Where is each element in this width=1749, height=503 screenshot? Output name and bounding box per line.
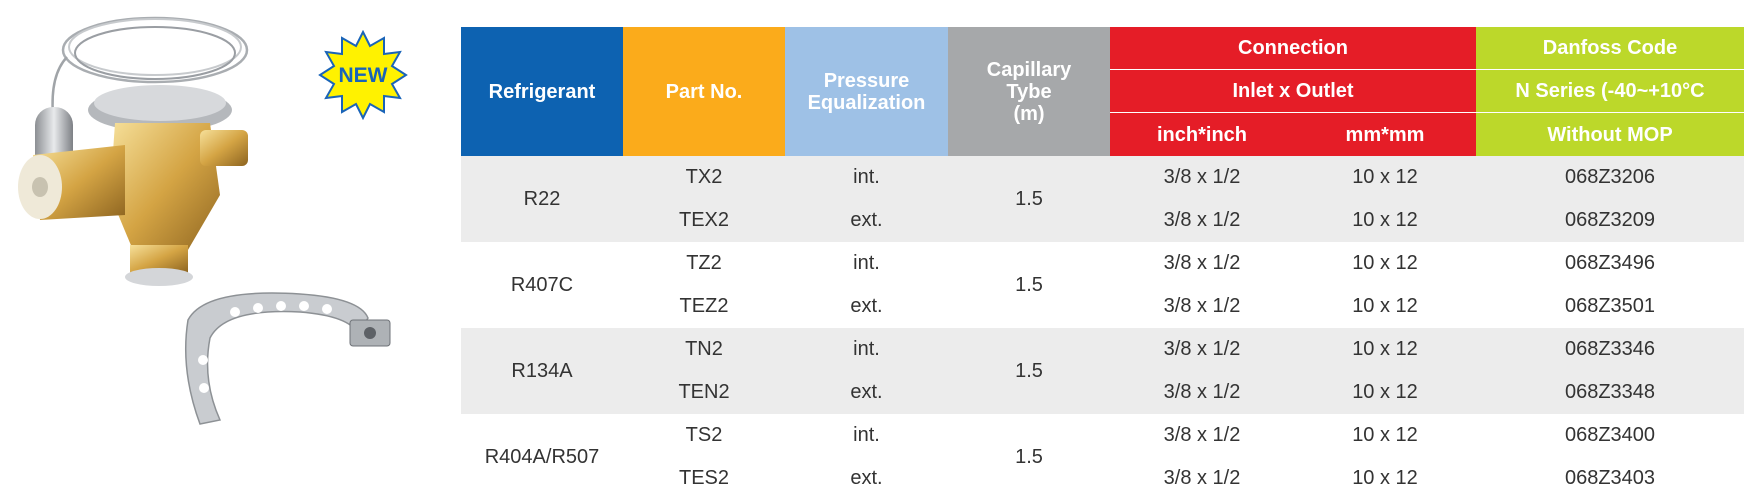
code-cell: 068Z3400 — [1476, 414, 1744, 457]
part-cell: TES2 — [623, 457, 785, 500]
header-inlet-outlet: Inlet x Outlet — [1110, 69, 1476, 113]
table-row: TES2 ext. 3/8 x 1/2 10 x 12 068Z3403 — [461, 457, 1744, 500]
part-cell: TS2 — [623, 414, 785, 457]
code-cell: 068Z3206 — [1476, 156, 1744, 199]
pressure-cell: int. — [785, 328, 948, 371]
inch-cell: 3/8 x 1/2 — [1110, 199, 1294, 242]
pressure-cell: int. — [785, 242, 948, 285]
table-row: TEX2 ext. 3/8 x 1/2 10 x 12 068Z3209 — [461, 199, 1744, 242]
pressure-cell: ext. — [785, 285, 948, 328]
pressure-cell: int. — [785, 414, 948, 457]
refrigerant-cell: R134A — [461, 328, 623, 414]
code-cell: 068Z3403 — [1476, 457, 1744, 500]
pressure-cell: ext. — [785, 371, 948, 414]
product-spec-table: Refrigerant Part No. Pressure Equalizati… — [461, 27, 1744, 500]
header-unit-mm: mm*mm — [1294, 112, 1476, 156]
starburst-icon — [318, 30, 408, 120]
table-row: TEN2 ext. 3/8 x 1/2 10 x 12 068Z3348 — [461, 371, 1744, 414]
pressure-cell: ext. — [785, 457, 948, 500]
header-n-series: N Series (-40~+10°C — [1476, 69, 1744, 113]
inch-cell: 3/8 x 1/2 — [1110, 156, 1294, 199]
table-row: R22 TX2 int. 1.5 3/8 x 1/2 10 x 12 068Z3… — [461, 156, 1744, 242]
mm-cell: 10 x 12 — [1294, 328, 1476, 371]
refrigerant-cell: R407C — [461, 242, 623, 328]
inch-cell: 3/8 x 1/2 — [1110, 414, 1294, 457]
code-cell: 068Z3348 — [1476, 371, 1744, 414]
new-badge: NEW — [318, 30, 408, 120]
header-capillary-line1: Capillary — [986, 58, 1072, 81]
pressure-cell: ext. — [785, 199, 948, 242]
inch-cell: 3/8 x 1/2 — [1110, 457, 1294, 500]
part-cell: TX2 — [623, 156, 785, 199]
part-cell: TEZ2 — [623, 285, 785, 328]
refrigerant-cell: R22 — [461, 156, 623, 242]
header-without-mop: Without MOP — [1476, 112, 1744, 156]
table-row: TEZ2 ext. 3/8 x 1/2 10 x 12 068Z3501 — [461, 285, 1744, 328]
refrigerant-cell: R404A/R507 — [461, 414, 623, 500]
capillary-cell: 1.5 — [948, 328, 1110, 414]
capillary-cell: 1.5 — [948, 414, 1110, 500]
mm-cell: 10 x 12 — [1294, 371, 1476, 414]
pressure-cell: int. — [785, 156, 948, 199]
inch-cell: 3/8 x 1/2 — [1110, 371, 1294, 414]
header-capillary-line2: Tybe — [1006, 80, 1052, 103]
mm-cell: 10 x 12 — [1294, 199, 1476, 242]
capillary-cell: 1.5 — [948, 242, 1110, 328]
header-capillary: Capillary Tybe (m) — [948, 27, 1110, 156]
part-cell: TEX2 — [623, 199, 785, 242]
part-cell: TN2 — [623, 328, 785, 371]
header-capillary-line3: (m) — [1013, 102, 1045, 125]
mm-cell: 10 x 12 — [1294, 156, 1476, 199]
header-pressure-line2: Equalization — [807, 91, 926, 114]
mm-cell: 10 x 12 — [1294, 457, 1476, 500]
code-cell: 068Z3346 — [1476, 328, 1744, 371]
header-connection: Connection — [1110, 27, 1476, 70]
mm-cell: 10 x 12 — [1294, 285, 1476, 328]
header-unit-inch: inch*inch — [1110, 112, 1294, 156]
inch-cell: 3/8 x 1/2 — [1110, 242, 1294, 285]
new-badge-text: NEW — [339, 64, 388, 87]
header-refrigerant: Refrigerant — [461, 27, 623, 156]
table-row: R134A TN2 int. 1.5 3/8 x 1/2 10 x 12 068… — [461, 328, 1744, 414]
inch-cell: 3/8 x 1/2 — [1110, 285, 1294, 328]
table-row: R407C TZ2 int. 1.5 3/8 x 1/2 10 x 12 068… — [461, 242, 1744, 328]
table-row: R404A/R507 TS2 int. 1.5 3/8 x 1/2 10 x 1… — [461, 414, 1744, 500]
part-cell: TEN2 — [623, 371, 785, 414]
header-pressure-line1: Pressure — [823, 69, 910, 92]
mm-cell: 10 x 12 — [1294, 242, 1476, 285]
bulb-clamp-image — [184, 292, 391, 425]
code-cell: 068Z3496 — [1476, 242, 1744, 285]
inch-cell: 3/8 x 1/2 — [1110, 328, 1294, 371]
code-cell: 068Z3501 — [1476, 285, 1744, 328]
expansion-valve-image — [18, 16, 249, 286]
capillary-cell: 1.5 — [948, 156, 1110, 242]
code-cell: 068Z3209 — [1476, 199, 1744, 242]
header-danfoss-code: Danfoss Code — [1476, 27, 1744, 70]
part-cell: TZ2 — [623, 242, 785, 285]
header-part-no: Part No. — [623, 27, 785, 156]
mm-cell: 10 x 12 — [1294, 414, 1476, 457]
product-illustration: NEW — [0, 0, 440, 503]
header-pressure-equalization: Pressure Equalization — [785, 27, 948, 156]
